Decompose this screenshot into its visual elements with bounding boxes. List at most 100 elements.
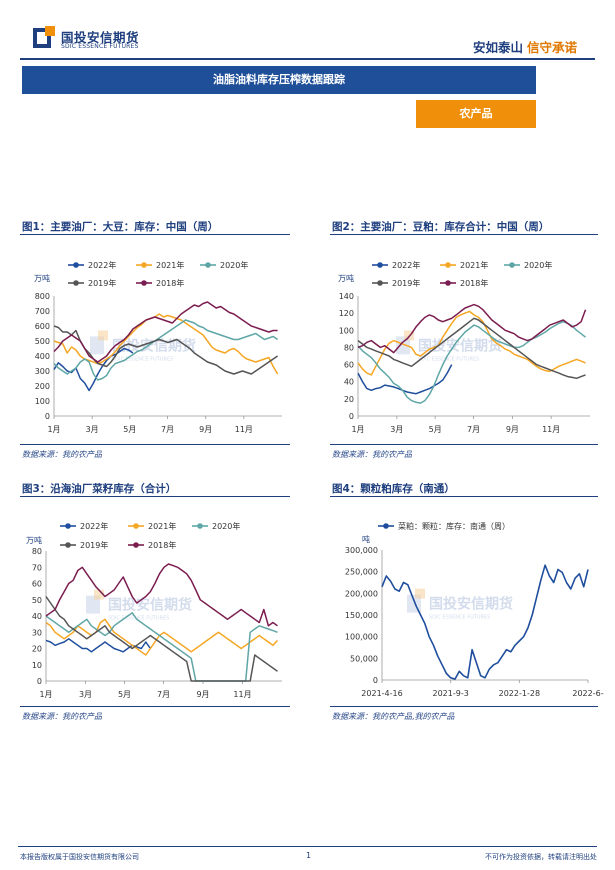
- watermark-text: 国投安信期货: [108, 597, 192, 614]
- series-line-2018年: [53, 301, 278, 363]
- x-tick-label: 7月: [157, 690, 170, 699]
- y-tick-label: 100,000: [345, 633, 378, 642]
- x-tick-label: 5月: [118, 690, 131, 699]
- page-number: 1: [306, 851, 312, 860]
- x-tick-label: 1月: [351, 425, 364, 434]
- x-tick-label: 11月: [235, 425, 253, 434]
- figure-3-title-rule: [20, 496, 290, 497]
- figure-2-title-rule: [330, 234, 598, 235]
- category-tag: 农产品: [416, 100, 536, 128]
- x-tick-label: 11月: [542, 425, 560, 434]
- legend-label-2021年: 2021年: [156, 260, 184, 270]
- watermark-logo-icon: [90, 336, 104, 355]
- x-tick-label: 9月: [506, 425, 519, 434]
- y-tick-label: 0: [45, 412, 50, 421]
- watermark-logo-accent-icon: [415, 588, 425, 599]
- figure-2-source-rule: [330, 444, 598, 445]
- company-logo: 国投安信期货 SDIC ESSENCE FUTURES: [33, 26, 153, 54]
- series-line-2019年: [45, 596, 278, 682]
- figure-4-chart: 国投安信期货 SDIC ESSENCE FUTURES 吨 0 50,000 100,00…: [345, 521, 604, 698]
- slogan-part-a: 安如泰山: [472, 40, 523, 55]
- legend-label-2019年: 2019年: [88, 278, 116, 288]
- figure-2-source: 数据来源：我的农产品: [332, 450, 412, 459]
- x-tick-label: 1月: [47, 425, 60, 434]
- series-line-2021年: [53, 313, 279, 375]
- legend-marker-2018年: [445, 280, 451, 286]
- footer-disclaimer: 不可作为投资依据，转载请注明出处: [485, 853, 597, 861]
- watermark-logo-accent-icon: [94, 589, 104, 600]
- legend-label-2021年: 2021年: [460, 260, 488, 270]
- x-tick-label: 7月: [161, 425, 174, 434]
- legend-label-2018年: 2018年: [148, 540, 176, 550]
- y-tick-label: 80: [32, 547, 42, 556]
- series-line-2020年: [53, 319, 279, 381]
- y-tick-label: 10: [32, 661, 42, 670]
- legend-label: 菜粕：颗粒：库存：南通（周）: [398, 521, 510, 531]
- footer-copyright: 本报告版权属于国投安信期货有限公司: [20, 853, 139, 861]
- x-tick-label: 11月: [233, 690, 251, 699]
- y-unit-label: 吨: [362, 534, 370, 544]
- logo-mark-icon: [33, 26, 55, 48]
- legend-label-2019年: 2019年: [392, 278, 420, 288]
- series-line-2022年: [53, 347, 134, 392]
- y-tick-label: 250,000: [345, 568, 378, 577]
- y-tick-label: 0: [349, 412, 354, 421]
- figure-3-chart: 国投安信期货 SDIC ESSENCE FUTURES 万吨 0 10 20 30 40 50 6…: [26, 521, 282, 699]
- slogan-part-b: 信守承诺: [526, 40, 577, 55]
- legend-marker-2021年: [133, 523, 139, 529]
- x-tick-label: 9月: [199, 425, 212, 434]
- legend-marker-2022年: [73, 262, 79, 268]
- x-tick-label: 3月: [86, 425, 99, 434]
- legend-marker-2018年: [141, 280, 147, 286]
- y-tick-label: 200,000: [345, 589, 378, 598]
- y-tick-label: 60: [32, 580, 42, 589]
- figure-4-source: 数据来源：我的农产品,我的农产品: [332, 712, 455, 721]
- x-tick-label: 3月: [79, 690, 92, 699]
- figure-1-chart: 国投安信期货 SDIC ESSENCE FUTURES 万吨 0 100 200 300 40…: [34, 260, 282, 434]
- figure-1-source-rule: [20, 444, 290, 445]
- y-tick-label: 70: [32, 563, 42, 572]
- x-tick-label: 2021-4-16: [361, 689, 402, 698]
- header-divider: [20, 58, 595, 60]
- legend-label-2020年: 2020年: [220, 260, 248, 270]
- y-tick-label: 40: [344, 378, 354, 387]
- x-tick-label: 5月: [429, 425, 442, 434]
- y-tick-label: 30: [32, 628, 42, 637]
- x-tick-label: 2022-6-: [572, 689, 603, 698]
- legend-marker-2020年: [509, 262, 515, 268]
- x-tick-label: 9月: [196, 690, 209, 699]
- y-tick-label: 200: [35, 382, 50, 391]
- slogan: 安如泰山 信守承诺: [473, 37, 577, 56]
- y-tick-label: 150,000: [345, 611, 378, 620]
- legend-marker-2019年: [377, 280, 383, 286]
- watermark-logo-accent-icon: [404, 330, 414, 341]
- watermark-subtext: SDIC ESSENCE FUTURES: [418, 356, 479, 362]
- legend-label-2018年: 2018年: [156, 278, 184, 288]
- x-tick-label: 3月: [390, 425, 403, 434]
- y-tick-label: 20: [344, 395, 354, 404]
- figure-1-title-rule: [20, 234, 290, 235]
- legend-label-2018年: 2018年: [460, 278, 488, 288]
- y-tick-label: 300: [35, 367, 50, 376]
- series-line-2019年: [357, 317, 586, 380]
- y-tick-label: 120: [339, 309, 354, 318]
- watermark-subtext: SDIC ESSENCE FUTURES: [112, 356, 173, 362]
- figure-3-title: 图3：沿海油厂菜籽库存（合计）: [22, 483, 177, 495]
- series-line-2018年: [45, 563, 278, 627]
- y-tick-label: 100: [339, 326, 354, 335]
- series-line-菜粕：颗粒：库存：南通（周）: [381, 564, 589, 680]
- figure-2-chart: 国投安信期货 SDIC ESSENCE FUTURES 万吨 0 20 40 60 80 100…: [338, 260, 590, 434]
- series-line-2020年: [357, 320, 586, 404]
- y-tick-label: 20: [32, 645, 42, 654]
- figure-3-source-rule: [20, 706, 290, 707]
- y-tick-label: 300,000: [345, 546, 378, 555]
- legend-marker: [383, 523, 389, 529]
- legend-marker-2019年: [65, 542, 71, 548]
- y-tick-label: 60: [344, 361, 354, 370]
- x-tick-label: 2022-1-28: [499, 689, 540, 698]
- legend-label-2022年: 2022年: [88, 260, 116, 270]
- y-tick-label: 0: [37, 677, 42, 686]
- y-tick-label: 40: [32, 612, 42, 621]
- legend-label-2020年: 2020年: [524, 260, 552, 270]
- y-tick-label: 600: [35, 322, 50, 331]
